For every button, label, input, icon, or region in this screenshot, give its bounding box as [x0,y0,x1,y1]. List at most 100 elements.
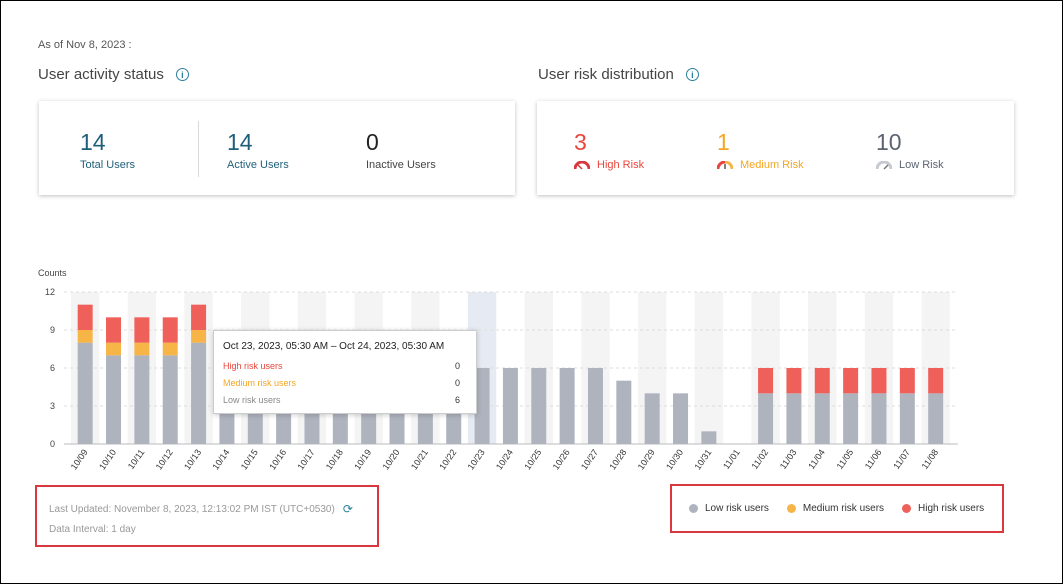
bar-segment[interactable] [814,393,830,444]
info-icon[interactable]: i [175,68,189,81]
activity-title-text: User activity status [38,66,164,83]
x-tick-label: 11/04 [806,447,827,471]
bar-segment[interactable] [587,368,603,444]
refresh-icon[interactable]: ⟳ [342,502,353,516]
medium-risk-value: 1 [717,129,730,155]
bar-segment[interactable] [843,368,859,394]
x-tick-label: 10/17 [295,447,316,471]
bar-segment[interactable] [531,368,547,444]
update-info-box: Last Updated: November 8, 2023, 12:13:02… [35,485,379,547]
legend-item-low[interactable]: Low risk users [689,503,769,514]
legend-label-medium: Medium risk users [802,503,885,514]
legend-dot-low [689,504,698,513]
y-tick-label: 9 [50,325,55,335]
bar-segment[interactable] [871,393,887,444]
active-users-value: 14 [227,129,253,155]
high-risk-label: High Risk [597,159,645,171]
bar-segment[interactable] [134,317,150,343]
x-tick-label: 10/24 [494,447,515,471]
high-risk-value: 3 [574,129,587,155]
bar-segment[interactable] [77,304,93,330]
bar-segment[interactable] [134,342,150,356]
x-tick-label: 10/16 [267,447,288,471]
low-risk-stat[interactable]: 10 Low Risk [876,129,944,171]
legend-item-high[interactable]: High risk users [902,503,984,514]
bar-segment[interactable] [616,380,632,444]
bar-segment[interactable] [786,393,802,444]
bar-segment[interactable] [106,342,122,356]
bar-segment[interactable] [502,368,518,444]
legend-dot-high [902,504,912,513]
bar-segment[interactable] [928,368,944,394]
bar-segment[interactable] [162,342,178,356]
info-icon[interactable]: i [685,68,699,81]
chart-y-ticks: 0 3 6 9 12 [45,287,55,449]
inactive-users-label: Inactive Users [366,159,436,171]
legend-dot-medium [786,504,796,513]
tooltip-title: Oct 23, 2023, 05:30 AM – Oct 24, 2023, 0… [223,341,445,352]
bar-segment[interactable] [758,393,774,444]
x-tick-label: 10/13 [182,447,203,471]
bar-segment[interactable] [644,393,660,444]
bar-segment[interactable] [474,368,490,444]
chart-legend: Low risk users Medium risk users High ri… [670,484,1004,533]
x-tick-label: 10/28 [607,447,628,471]
x-tick-label: 10/26 [551,447,572,471]
low-risk-label: Low Risk [899,159,944,171]
bar-segment[interactable] [191,342,207,444]
x-tick-label: 11/06 [863,447,884,471]
x-tick-label: 11/07 [891,447,912,471]
bar-segment[interactable] [871,368,887,394]
x-tick-label: 10/22 [437,447,458,471]
bar-segment[interactable] [191,304,207,330]
bar-segment[interactable] [899,393,915,444]
bar-segment[interactable] [106,317,122,343]
tooltip-high-label: High risk users [223,361,283,371]
low-risk-value: 10 [876,129,902,155]
x-tick-label: 10/11 [126,447,147,471]
bar-segment[interactable] [106,355,122,444]
y-tick-label: 0 [50,439,55,449]
x-tick-label: 11/03 [778,447,799,471]
data-interval-text: Data Interval: 1 day [49,524,136,535]
tooltip-low-label: Low risk users [223,395,281,405]
medium-risk-stat[interactable]: 1 Medium Risk [717,129,804,171]
bar-segment[interactable] [899,368,915,394]
bar-segment[interactable] [786,368,802,394]
total-users-label: Total Users [80,159,136,171]
bar-segment[interactable] [843,393,859,444]
tooltip-row-low: Low risk users 6 [223,395,460,405]
bar-segment[interactable] [77,330,93,343]
x-tick-label: 10/15 [239,447,260,471]
medium-risk-label: Medium Risk [740,159,804,171]
total-users-stat[interactable]: 14 Total Users [80,129,135,171]
bar-segment[interactable] [758,368,774,394]
high-risk-stat[interactable]: 3 High Risk [574,129,644,171]
x-tick-label: 10/18 [324,447,345,471]
bar-segment[interactable] [191,330,207,343]
bar-segment[interactable] [928,393,944,444]
x-tick-label: 11/05 [835,447,856,471]
bar-segment[interactable] [162,317,178,343]
last-updated-text: Last Updated: November 8, 2023, 12:13:02… [49,503,335,515]
legend-item-medium[interactable]: Medium risk users [786,503,885,514]
y-tick-label: 6 [50,363,55,373]
active-users-stat[interactable]: 14 Active Users [227,129,289,171]
bar-segment[interactable] [814,368,830,394]
x-tick-label: 10/21 [409,447,430,471]
bar-segment[interactable] [559,368,575,444]
tooltip-row-high: High risk users 0 [223,361,460,371]
bar-segment[interactable] [701,431,717,444]
inactive-users-value: 0 [366,129,379,155]
tooltip-medium-value: 0 [454,378,460,388]
x-tick-label: 10/19 [352,447,373,471]
bar-segment[interactable] [673,393,689,444]
tooltip-medium-label: Medium risk users [223,378,297,388]
x-tick-label: 10/14 [210,447,231,471]
bar-segment[interactable] [77,342,93,444]
x-tick-label: 11/02 [749,447,770,471]
active-users-label: Active Users [227,159,289,171]
bar-segment[interactable] [162,355,178,444]
bar-segment[interactable] [134,355,150,444]
